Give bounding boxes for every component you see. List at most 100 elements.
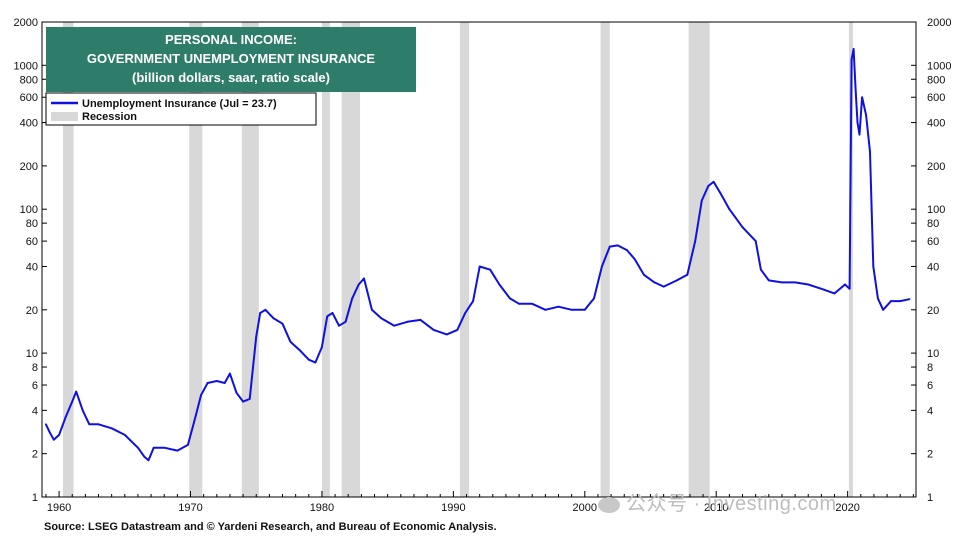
data-point <box>110 427 113 430</box>
y-tick-label-right: 6 <box>927 380 933 392</box>
wechat-logo-icon <box>598 496 620 513</box>
y-tick-label-left: 20 <box>26 305 38 317</box>
data-point <box>464 312 467 314</box>
data-point <box>123 434 126 436</box>
data-point <box>393 324 396 327</box>
data-point <box>794 281 796 284</box>
data-point <box>694 240 697 243</box>
data-point <box>869 151 871 153</box>
data-point <box>48 431 51 434</box>
data-point <box>848 287 851 290</box>
data-point <box>820 287 823 290</box>
data-point <box>781 281 783 284</box>
data-point <box>852 48 855 50</box>
y-tick-label-right: 10 <box>927 348 939 360</box>
data-point <box>255 335 258 338</box>
y-tick-label-right: 40 <box>927 261 939 273</box>
data-point <box>143 455 146 458</box>
data-point <box>419 319 422 321</box>
x-tick-label: 1960 <box>47 502 71 514</box>
x-tick-label: 1990 <box>441 502 465 514</box>
data-point <box>200 394 202 397</box>
y-tick-label-left: 1 <box>32 492 38 504</box>
data-point <box>856 121 859 124</box>
y-tick-label-right: 20 <box>927 305 939 317</box>
data-point <box>608 245 611 248</box>
data-point <box>675 279 678 282</box>
y-tick-label-right: 200 <box>927 161 945 173</box>
data-point <box>643 273 645 276</box>
data-point <box>229 372 231 375</box>
data-point <box>206 382 209 384</box>
data-point <box>58 434 60 436</box>
recession-band-9 <box>848 22 853 497</box>
data-point <box>370 308 373 311</box>
data-point <box>432 328 435 331</box>
data-point <box>75 390 78 393</box>
y-tick-label-right: 2000 <box>927 17 951 29</box>
data-point <box>557 305 560 308</box>
data-point <box>719 191 722 194</box>
data-point <box>728 208 731 211</box>
data-point <box>700 199 703 202</box>
data-point <box>45 423 47 426</box>
data-point <box>321 346 323 349</box>
data-point <box>223 382 226 384</box>
data-point <box>570 308 573 311</box>
data-point <box>865 114 867 117</box>
data-point <box>81 409 84 412</box>
data-point <box>272 317 275 320</box>
data-point <box>406 320 409 323</box>
data-point <box>331 312 334 314</box>
data-point <box>754 240 757 243</box>
y-tick-label-right: 1000 <box>927 60 951 72</box>
data-point <box>583 308 586 311</box>
y-tick-label-right: 1 <box>927 492 933 504</box>
y-tick-label-left: 40 <box>26 261 38 273</box>
recession-band-4 <box>321 22 330 497</box>
x-tick-label: 2000 <box>573 502 597 514</box>
data-point <box>163 446 166 449</box>
data-point <box>259 312 262 314</box>
data-point <box>531 302 534 305</box>
data-point <box>498 283 501 286</box>
data-point <box>137 446 139 449</box>
plot-frame <box>41 21 917 498</box>
data-point <box>858 133 861 136</box>
data-point <box>518 302 520 305</box>
x-tick-label: 2010 <box>704 502 728 514</box>
data-point <box>193 419 196 422</box>
data-point <box>445 333 448 336</box>
data-point <box>844 283 846 286</box>
title-background <box>46 27 416 92</box>
data-point <box>600 265 603 268</box>
y-tick-label-left: 400 <box>20 118 38 130</box>
data-point <box>176 449 179 452</box>
x-tick-label: 2020 <box>835 502 859 514</box>
x-tick-label: 1970 <box>178 502 202 514</box>
recession-band-8 <box>688 22 710 497</box>
data-point <box>357 283 360 286</box>
y-tick-label-left: 200 <box>20 161 38 173</box>
data-point <box>97 423 100 426</box>
data-point <box>478 265 481 268</box>
data-point <box>850 58 853 61</box>
data-point <box>64 416 67 418</box>
data-point <box>833 292 836 295</box>
data-point <box>88 423 91 426</box>
watermark: 公众号 · Investing.com <box>598 487 837 516</box>
data-point <box>152 446 155 449</box>
y-axis-left-labels: 1 2 4 6 8 10 20 40 60 80 100 200 400 600 800 1000 2000 <box>14 17 38 504</box>
data-point <box>242 400 244 403</box>
data-point <box>71 400 74 403</box>
data-point <box>872 265 875 268</box>
data-point <box>653 281 656 284</box>
y-tick-label-left: 6 <box>32 380 38 392</box>
y-tick-label-right: 8 <box>927 362 933 374</box>
y-tick-label-left: 800 <box>20 74 38 86</box>
legend-recession-swatch <box>51 112 78 121</box>
data-point <box>633 258 636 261</box>
y-tick-label-left: 8 <box>32 362 38 374</box>
source-note: Source: LSEG Datastream and © Yardeni Re… <box>44 521 497 533</box>
